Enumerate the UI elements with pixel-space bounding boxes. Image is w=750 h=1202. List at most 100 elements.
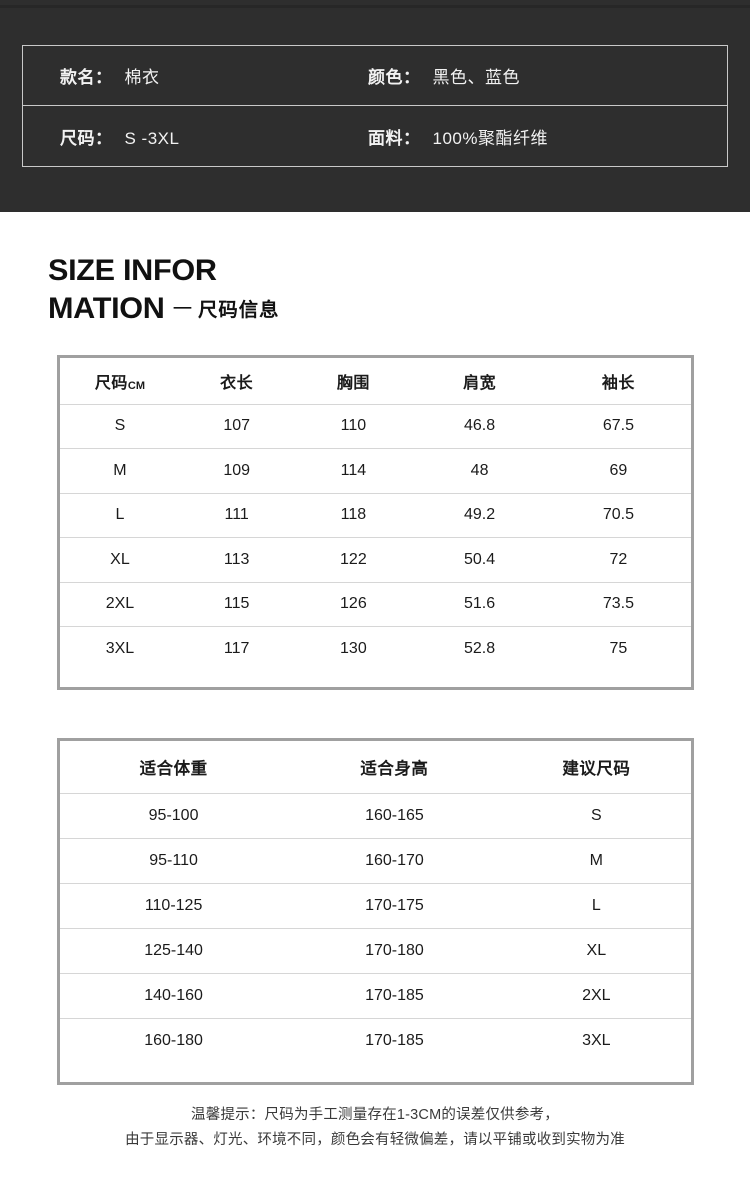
cell-shoulder: 51.6	[413, 581, 546, 627]
cell-height: 170-185	[287, 972, 502, 1018]
cell-height: 160-165	[287, 792, 502, 838]
cell-size: 2XL	[60, 581, 180, 627]
product-size-range-value: S -3XL	[124, 128, 180, 148]
table-header-row: 尺码CM 衣长 胸围 肩宽 袖长	[60, 358, 691, 404]
table-row: 125-140 170-180 XL	[60, 927, 691, 973]
size-table-grid: 尺码CM 衣长 胸围 肩宽 袖长 S 107 110 46.8 67.5 M 1…	[60, 358, 691, 671]
table-row: 140-160 170-185 2XL	[60, 972, 691, 1018]
cell-shoulder: 52.8	[413, 626, 546, 671]
cell-length: 113	[179, 537, 294, 582]
column-header-sleeve: 袖长	[601, 374, 635, 392]
cell-weight: 125-140	[60, 927, 288, 973]
footer-disclaimer-line-1: 温馨提示：尺码为手工测量存在1-3CM的误差仅供参考，	[191, 1107, 559, 1123]
table-row: 110-125 170-175 L	[60, 882, 691, 928]
fit-recommendation-table: 适合体重 适合身高 建议尺码 95-100 160-165 S 95-110 1…	[57, 738, 694, 1085]
table-row: 2XL 115 126 51.6 73.5	[60, 581, 691, 627]
cell-recommended-size: M	[501, 837, 691, 883]
cell-shoulder: 50.4	[413, 537, 546, 582]
cell-size: XL	[60, 537, 180, 582]
section-title-line-2: MATION 一尺码信息	[48, 290, 558, 328]
cell-size: 3XL	[60, 626, 180, 671]
cell-size: L	[60, 492, 180, 538]
cell-length: 115	[179, 581, 294, 627]
fit-table-grid: 适合体重 适合身高 建议尺码 95-100 160-165 S 95-110 1…	[60, 741, 691, 1063]
product-size-range-label: 尺码：	[60, 128, 113, 148]
table-row: S 107 110 46.8 67.5	[60, 403, 691, 449]
cell-shoulder: 48	[413, 448, 546, 493]
cell-shoulder: 46.8	[413, 403, 546, 449]
column-header-bust: 胸围	[336, 374, 370, 392]
product-info-row: 尺码： S -3XL 面料： 100%聚酯纤维	[23, 106, 727, 166]
cell-shoulder: 49.2	[413, 492, 546, 538]
cell-length: 107	[179, 403, 294, 449]
cell-recommended-size: L	[501, 882, 691, 928]
title-dash: 一	[172, 299, 192, 321]
cell-height: 160-170	[287, 837, 502, 883]
column-header-shoulder: 肩宽	[463, 374, 497, 392]
product-info-banner: 款名： 棉衣 颜色： 黑色、蓝色 尺码： S -3XL 面料： 100%聚酯纤维	[0, 0, 750, 212]
cell-recommended-size: 3XL	[501, 1017, 691, 1063]
product-color-cell: 颜色： 黑色、蓝色	[368, 63, 520, 88]
cell-weight: 140-160	[60, 972, 288, 1018]
column-header-size: 尺码CM	[60, 358, 180, 404]
column-header-height: 适合身高	[360, 759, 429, 778]
cell-length: 111	[179, 492, 294, 538]
cell-weight: 160-180	[60, 1017, 288, 1063]
table-row: 3XL 117 130 52.8 75	[60, 626, 691, 671]
cell-length: 117	[179, 626, 294, 671]
section-title-chinese: 尺码信息	[197, 300, 280, 322]
cell-sleeve: 67.5	[545, 403, 691, 449]
table-row: XL 113 122 50.4 72	[60, 537, 691, 582]
product-color-value: 黑色、蓝色	[432, 68, 520, 87]
cell-sleeve: 70.5	[545, 492, 691, 538]
table-row: M 109 114 48 69	[60, 448, 691, 493]
product-color-label: 颜色：	[368, 68, 421, 87]
footer-disclaimer: 温馨提示：尺码为手工测量存在1-3CM的误差仅供参考， 由于显示器、灯光、环境不…	[0, 1103, 750, 1153]
column-header-weight: 适合体重	[139, 759, 208, 778]
column-header-unit: CM	[127, 379, 145, 392]
table-row: 95-100 160-165 S	[60, 792, 691, 838]
cell-sleeve: 73.5	[545, 581, 691, 627]
product-style-label: 款名：	[60, 68, 113, 87]
cell-height: 170-185	[287, 1017, 502, 1063]
cell-recommended-size: S	[501, 792, 691, 838]
section-title-line-1: SIZE INFOR	[48, 254, 217, 287]
section-title-line-2-text: MATION	[48, 292, 165, 326]
footer-disclaimer-line-2: 由于显示器、灯光、环境不同，颜色会有轻微偏差，请以平铺或收到实物为准	[125, 1131, 625, 1148]
cell-size: M	[60, 448, 180, 493]
banner-top-edge	[0, 5, 750, 8]
table-header-row: 适合体重 适合身高 建议尺码	[60, 741, 691, 793]
table-row: L 111 118 49.2 70.5	[60, 492, 691, 538]
column-header-length: 衣长	[220, 374, 254, 392]
product-size-range-cell: 尺码： S -3XL	[23, 124, 368, 149]
cell-length: 109	[179, 448, 294, 493]
product-info-row: 款名： 棉衣 颜色： 黑色、蓝色	[23, 46, 727, 106]
table-row: 95-110 160-170 M	[60, 837, 691, 883]
cell-sleeve: 75	[545, 626, 691, 671]
size-measurement-table: 尺码CM 衣长 胸围 肩宽 袖长 S 107 110 46.8 67.5 M 1…	[57, 355, 694, 690]
product-style-value: 棉衣	[124, 68, 160, 87]
cell-height: 170-175	[287, 882, 502, 928]
product-fabric-value: 100%聚酯纤维	[432, 128, 548, 148]
column-header-recommended-size: 建议尺码	[562, 759, 631, 778]
cell-weight: 95-100	[60, 792, 288, 838]
cell-weight: 95-110	[60, 837, 288, 883]
cell-size: S	[60, 403, 180, 449]
product-style-cell: 款名： 棉衣	[23, 63, 368, 88]
cell-bust: 110	[293, 403, 414, 449]
cell-recommended-size: 2XL	[501, 972, 691, 1018]
cell-bust: 118	[293, 492, 414, 538]
cell-bust: 114	[293, 448, 414, 493]
product-fabric-label: 面料：	[368, 128, 421, 148]
table-row: 160-180 170-185 3XL	[60, 1017, 691, 1063]
product-fabric-cell: 面料： 100%聚酯纤维	[368, 124, 548, 149]
cell-bust: 126	[293, 581, 414, 627]
section-title: SIZE INFOR MATION 一尺码信息	[48, 252, 548, 329]
cell-recommended-size: XL	[501, 927, 691, 973]
cell-bust: 130	[293, 626, 414, 671]
column-header-size-text: 尺码	[94, 374, 128, 392]
cell-sleeve: 69	[545, 448, 691, 493]
cell-height: 170-180	[287, 927, 502, 973]
cell-sleeve: 72	[545, 537, 691, 582]
cell-weight: 110-125	[60, 882, 288, 928]
